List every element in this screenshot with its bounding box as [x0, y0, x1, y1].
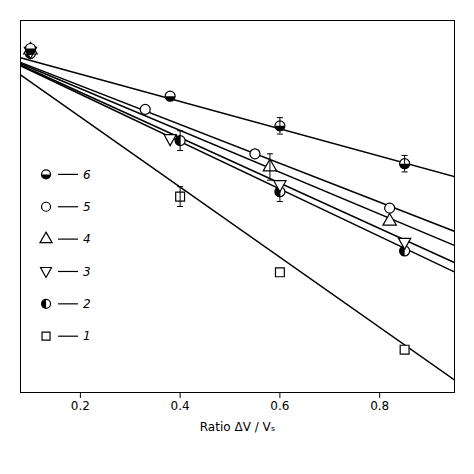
svg-text:1: 1 [83, 329, 91, 343]
svg-text:0.8: 0.8 [370, 399, 389, 413]
svg-text:0.4: 0.4 [171, 399, 190, 413]
svg-text:5: 5 [83, 200, 91, 214]
svg-text:Ratio ΔV / Vₛ: Ratio ΔV / Vₛ [200, 420, 275, 434]
svg-text:0.2: 0.2 [71, 399, 90, 413]
svg-text:0.6: 0.6 [270, 399, 289, 413]
svg-text:3: 3 [83, 265, 91, 279]
svg-text:2: 2 [83, 297, 91, 311]
svg-text:4: 4 [83, 232, 91, 246]
svg-text:6: 6 [83, 168, 91, 182]
